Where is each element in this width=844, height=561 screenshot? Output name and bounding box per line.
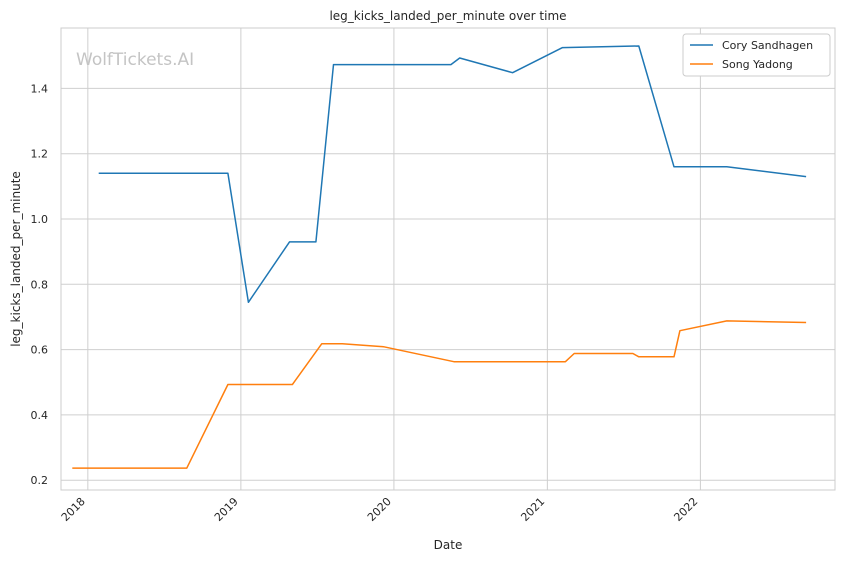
series-layer xyxy=(72,45,807,469)
data-point-cory-sandhagen xyxy=(289,241,291,243)
plot-background xyxy=(61,28,835,490)
legend-label-cory-sandhagen: Cory Sandhagen xyxy=(722,39,813,52)
data-point-cory-sandhagen xyxy=(98,173,100,175)
data-point-cory-sandhagen xyxy=(227,173,229,175)
y-tick-label: 0.4 xyxy=(31,409,49,422)
data-point-song-yadong xyxy=(292,384,294,386)
data-point-cory-sandhagen xyxy=(805,176,807,178)
data-point-cory-sandhagen xyxy=(562,47,564,49)
watermark: WolfTickets.AI xyxy=(76,50,194,70)
legend: Cory Sandhagen Song Yadong xyxy=(682,33,831,77)
chart-title: leg_kicks_landed_per_minute over time xyxy=(329,9,566,23)
y-tick-label: 1.2 xyxy=(31,148,49,161)
data-point-cory-sandhagen xyxy=(315,241,317,243)
y-tick-label: 0.6 xyxy=(31,344,49,357)
data-point-song-yadong xyxy=(726,320,728,322)
data-point-cory-sandhagen xyxy=(248,302,250,304)
x-axis-title: Date xyxy=(434,538,463,552)
plot-frame xyxy=(60,27,836,491)
data-point-song-yadong xyxy=(632,353,634,355)
y-axis-title: leg_kicks_landed_per_minute xyxy=(9,171,23,347)
y-tick-label: 0.8 xyxy=(31,278,49,291)
data-point-cory-sandhagen xyxy=(726,166,728,168)
data-point-song-yadong xyxy=(453,361,455,363)
data-point-song-yadong xyxy=(383,346,385,348)
data-point-song-yadong xyxy=(186,467,188,469)
data-point-song-yadong xyxy=(227,384,229,386)
data-point-song-yadong xyxy=(565,361,567,363)
data-point-song-yadong xyxy=(638,356,640,358)
x-tick-label: 2020 xyxy=(365,495,394,524)
legend-label-song-yadong: Song Yadong xyxy=(722,58,793,71)
grid-layer xyxy=(61,28,835,490)
data-point-song-yadong xyxy=(573,353,575,355)
data-point-song-yadong xyxy=(321,343,323,345)
data-point-song-yadong xyxy=(679,330,681,332)
y-tick-labels: 0.2 0.4 0.6 0.8 1.0 1.2 1.4 xyxy=(31,82,49,487)
x-tick-labels: 2018 2019 2020 2021 2022 xyxy=(59,495,701,524)
data-point-song-yadong xyxy=(72,467,74,469)
x-tick-label: 2022 xyxy=(671,495,700,524)
x-tick-label: 2021 xyxy=(518,495,547,524)
series-line-song-yadong xyxy=(72,320,807,469)
data-point-song-yadong xyxy=(342,343,344,345)
data-point-cory-sandhagen xyxy=(333,64,335,66)
y-tick-label: 1.0 xyxy=(31,213,49,226)
data-point-cory-sandhagen xyxy=(638,45,640,47)
x-tick-label: 2018 xyxy=(59,495,88,524)
x-tick-label: 2019 xyxy=(212,495,241,524)
data-point-cory-sandhagen xyxy=(512,72,514,74)
data-point-song-yadong xyxy=(673,356,675,358)
data-point-cory-sandhagen xyxy=(450,64,452,66)
legend-box xyxy=(682,33,831,77)
y-tick-label: 0.2 xyxy=(31,474,49,487)
data-point-song-yadong xyxy=(805,322,807,324)
data-point-cory-sandhagen xyxy=(459,57,461,59)
data-point-cory-sandhagen xyxy=(673,166,675,168)
series-line-cory-sandhagen xyxy=(98,45,807,304)
y-tick-label: 1.4 xyxy=(31,82,49,95)
